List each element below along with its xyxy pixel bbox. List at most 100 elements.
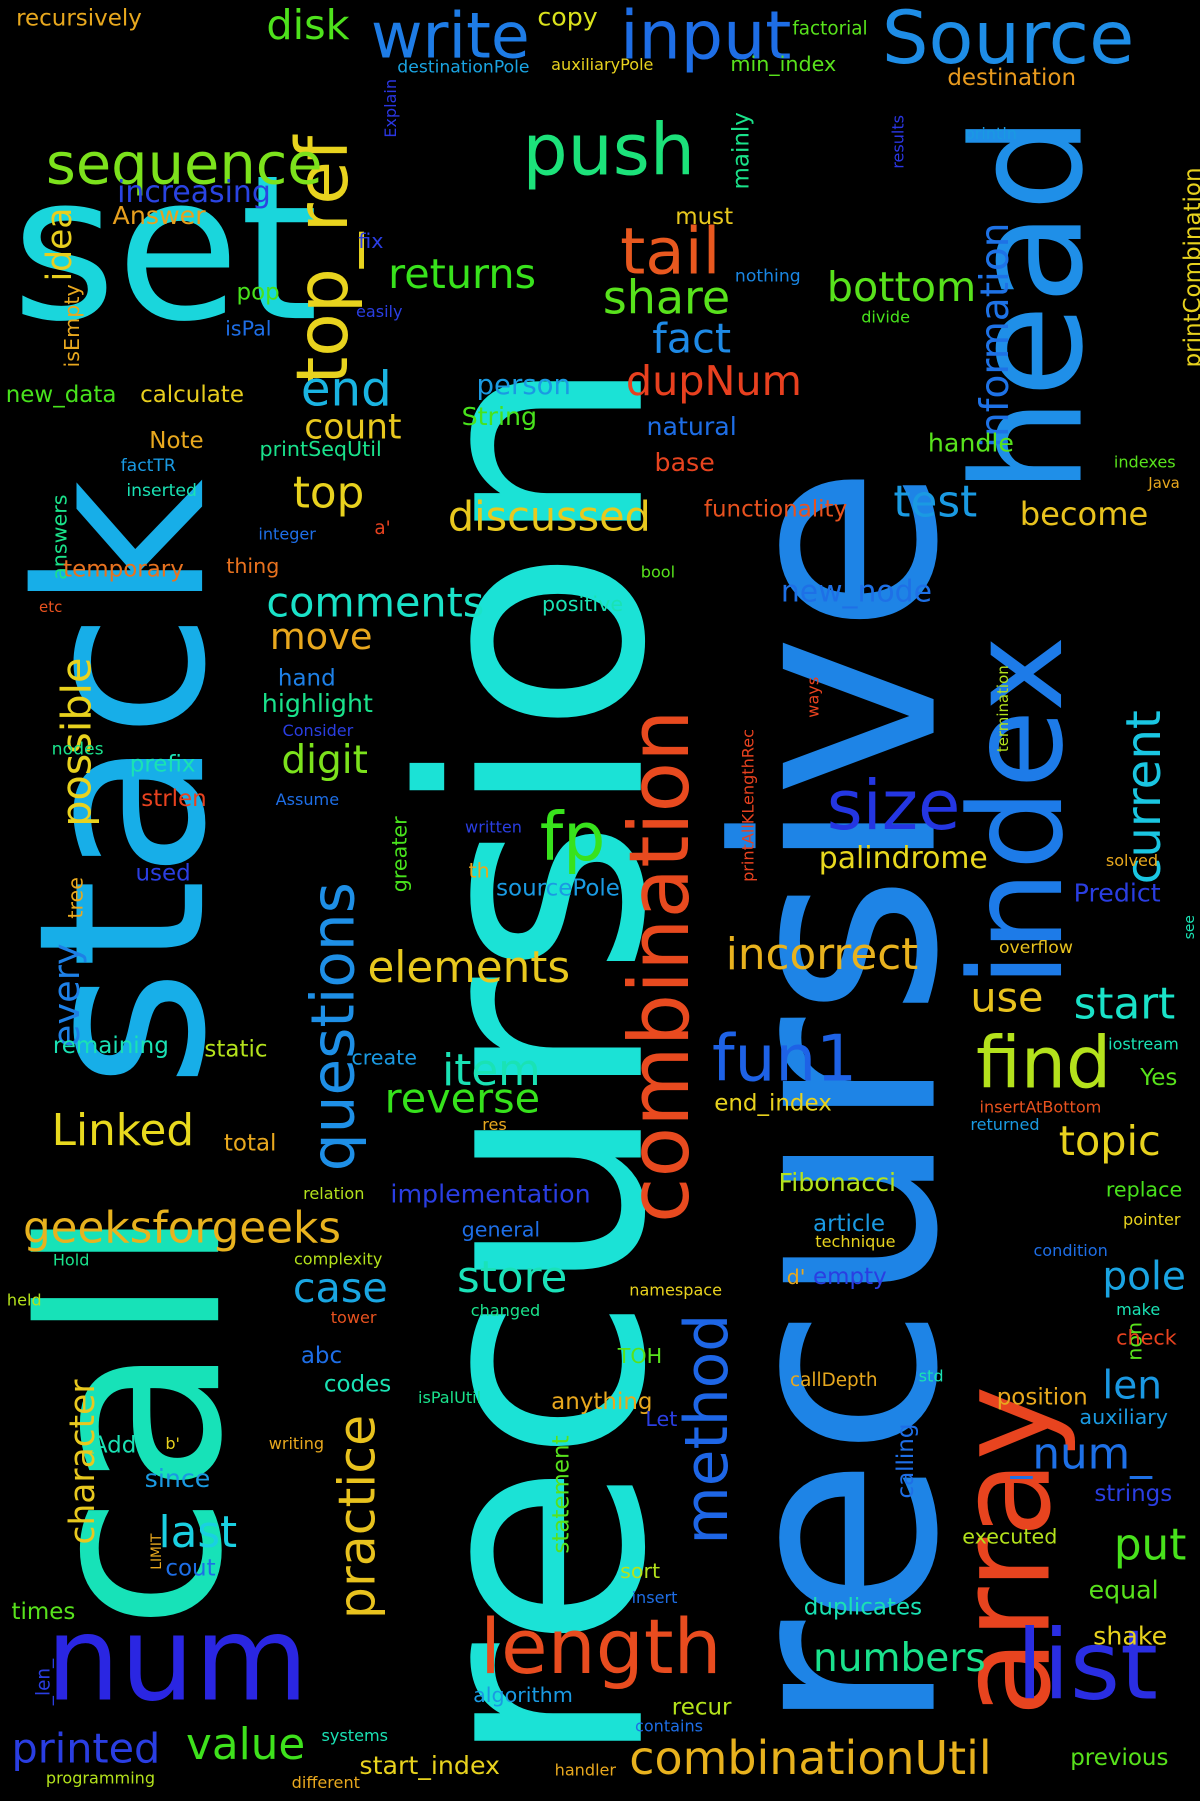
word-input: input [620, 0, 792, 75]
word-handle: handle [927, 429, 1014, 459]
word-written: written [465, 818, 522, 838]
word-easily: easily [355, 303, 403, 322]
word-divide: divide [861, 308, 910, 328]
word-static: static [204, 1034, 268, 1063]
word-returns: returns [388, 251, 537, 299]
word-practice: practice [328, 1414, 387, 1620]
word-thing: thing [226, 554, 280, 579]
word-information: information [972, 222, 1019, 448]
word-destination: destination [947, 63, 1077, 91]
word-start: start [1073, 978, 1176, 1029]
word-ispal: isPal [225, 316, 272, 342]
word-len: len [1102, 1363, 1162, 1409]
word-insertatbottom: insertAtBottom [979, 1098, 1102, 1118]
word-recursively: recursively [16, 3, 142, 32]
word-println: println [964, 125, 1018, 144]
word-sort: sort [620, 1559, 661, 1584]
word-auxiliarypole: auxiliaryPole [551, 56, 654, 75]
word-fibonacci: Fibonacci [778, 1168, 897, 1198]
word-different: different [291, 1774, 360, 1793]
word-shake: shake [1093, 1622, 1168, 1652]
word-insert: insert [631, 1589, 678, 1608]
word-fix: fix [358, 229, 384, 254]
word-let: Let [645, 1407, 678, 1432]
word-iostream: iostream [1108, 1035, 1179, 1055]
word-test: test [893, 476, 978, 528]
word-tower: tower [330, 1309, 377, 1328]
word-facttr: factTR [120, 454, 176, 476]
word-printsequtil: printSeqUtil [259, 437, 382, 462]
word-java: Java [1148, 475, 1180, 493]
word-replace: replace [1105, 1178, 1183, 1203]
word-end: end [300, 360, 392, 417]
word-character: character [63, 1379, 104, 1545]
word-idea: idea [40, 207, 81, 282]
word-value: value [186, 1719, 306, 1770]
word-discussed: discussed [447, 493, 651, 541]
word-see: see [1181, 915, 1198, 940]
word-technique: technique [815, 1233, 896, 1252]
word-statement: statement [546, 1435, 575, 1554]
word-must: must [675, 202, 734, 230]
word-push: push [522, 107, 696, 192]
word-temporary: temporary [63, 554, 184, 583]
word-bottom: bottom [826, 264, 977, 312]
word-questions: questions [299, 882, 369, 1172]
word-pointer: pointer [1123, 1211, 1181, 1230]
word-res: res [482, 1116, 507, 1135]
word-combination: combination [610, 709, 708, 1223]
word-digit: digit [281, 737, 368, 784]
word-printcombination: printCombination [1178, 167, 1200, 368]
word-comments: comments [266, 579, 485, 627]
word-fun1: fun1 [711, 1021, 858, 1097]
word-item: item [442, 1044, 541, 1096]
word-strings: strings [1094, 1479, 1173, 1507]
word-new-node: new_node [780, 575, 932, 610]
word-make: make [1116, 1301, 1161, 1320]
word-fp: fp [539, 798, 606, 877]
word-incorrect: incorrect [725, 928, 919, 980]
word-codes: codes [323, 1369, 392, 1398]
word-mainly: mainly [726, 112, 755, 190]
word-end-index: end_index [714, 1088, 832, 1117]
word-cout: cout [165, 1553, 216, 1582]
word-tail: tail [620, 214, 721, 290]
word-consider: Consider [282, 722, 354, 741]
word-pop: pop [236, 277, 280, 306]
word-equal: equal [1088, 1576, 1159, 1606]
word-namespace: namespace [629, 1281, 723, 1300]
word-returned: returned [970, 1116, 1040, 1135]
word-note: Note [149, 426, 204, 454]
word-write: write [370, 0, 530, 73]
word-inserted: inserted [126, 479, 197, 501]
word-condition: condition [1033, 1242, 1108, 1261]
word-string: String [461, 403, 538, 432]
word-source: Source [881, 0, 1135, 82]
word-isempty: isEmpty [60, 284, 85, 368]
word-integer: integer [258, 525, 316, 545]
word-find: find [976, 1020, 1112, 1105]
word-programming: programming [45, 1769, 156, 1788]
word-indexes: indexes [1113, 453, 1176, 472]
word-complexity: complexity [293, 1250, 383, 1269]
word-put: put [1113, 1519, 1187, 1570]
word-handler: handler [554, 1761, 617, 1780]
word-prefix: prefix [129, 749, 196, 778]
word-start-index: start_index [359, 1752, 501, 1782]
word-strlen: strlen [141, 784, 207, 812]
word-case: case [292, 1265, 388, 1313]
word-implementation: implementation [390, 1180, 591, 1210]
word-results: results [889, 114, 909, 169]
word-method: method [672, 1313, 742, 1545]
word-become: become [1019, 494, 1149, 533]
word-limit: LIMIT [148, 1533, 165, 1570]
word-check: check [1116, 1326, 1177, 1351]
word-th: th [468, 858, 490, 884]
word-held: held [6, 1291, 42, 1311]
word-person: person [476, 368, 572, 401]
word-last: last [158, 1506, 238, 1558]
word-topic: topic [1058, 1118, 1161, 1166]
word-total: total [223, 1128, 277, 1157]
word-used: used [135, 858, 191, 887]
word-list: list [1016, 1608, 1158, 1722]
